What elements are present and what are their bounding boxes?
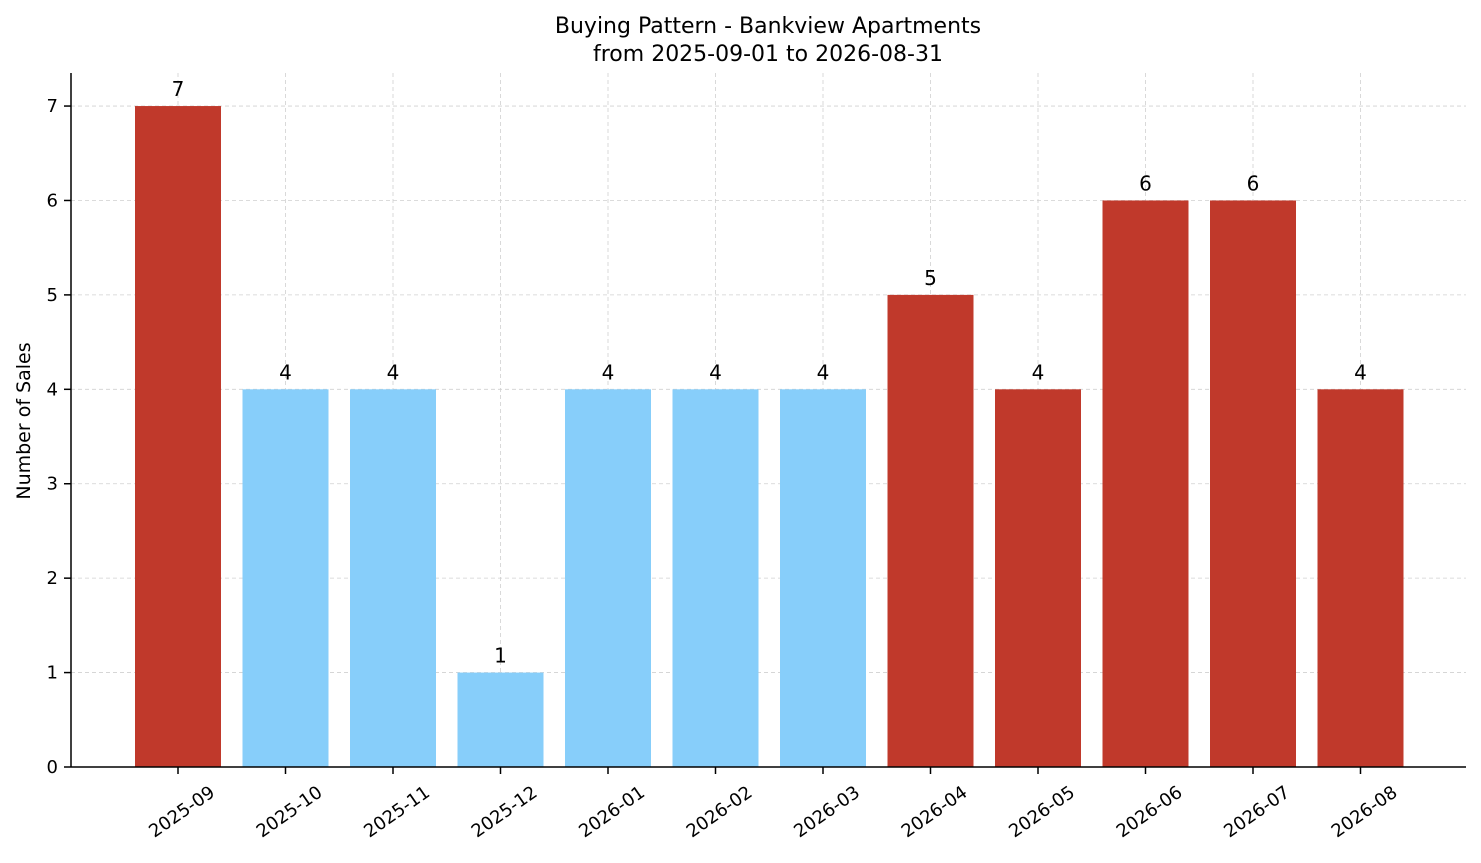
y-tick-label: 3 [47,474,58,495]
data-label-2026-03: 4 [817,360,830,384]
bar-2026-04 [887,294,974,767]
data-label-2026-01: 4 [602,360,615,384]
data-label-2026-02: 4 [709,360,722,384]
x-tick-label: 2026-03 [790,782,864,842]
bar-2025-12 [457,672,544,767]
x-tick-label: 2026-04 [898,782,972,842]
y-tick-label: 2 [47,568,58,589]
y-tick-label: 7 [47,96,58,117]
bar-2026-05 [995,389,1081,767]
x-tick-label: 2025-11 [360,782,434,842]
bar-2025-11 [350,389,436,767]
bar-2025-10 [242,389,329,767]
bar-2026-03 [780,389,866,767]
data-label-2025-09: 7 [172,77,185,101]
bar-2026-01 [565,389,651,767]
x-tick-label: 2026-06 [1113,782,1187,842]
x-tick-label: 2026-07 [1220,782,1294,842]
x-tick-label: 2025-10 [253,782,327,842]
bar-2026-02 [672,389,759,767]
bar-layer [135,106,1404,768]
y-tick-label: 4 [47,379,58,400]
bar-2026-08 [1317,389,1404,767]
data-label-2025-10: 4 [279,360,292,384]
data-label-2026-08: 4 [1354,360,1367,384]
x-tick-label: 2025-09 [145,782,219,842]
y-tick-label: 5 [47,285,58,306]
chart-title: Buying Pattern - Bankview Apartments [555,14,981,39]
data-label-2026-07: 6 [1247,171,1260,195]
y-tick-label: 6 [47,190,58,211]
y-axis-label: Number of Sales [13,342,35,499]
data-label-2026-05: 4 [1032,360,1045,384]
x-tick-label: 2025-12 [468,782,542,842]
data-label-2025-12: 1 [494,644,507,668]
bar-2026-07 [1210,200,1296,768]
data-label-2026-06: 6 [1139,171,1152,195]
x-tick-label: 2026-01 [575,782,649,842]
chart-subtitle: from 2025-09-01 to 2026-08-31 [593,42,943,67]
y-tick-label: 1 [47,663,58,684]
x-tick-label: 2026-02 [683,782,757,842]
x-tick-label: 2026-05 [1005,782,1079,842]
bar-2026-06 [1102,200,1189,768]
bar-2025-09 [135,106,221,768]
data-label-layer: 7 4 4 1 4 4 4 5 4 6 6 4 [172,77,1367,668]
data-label-2025-11: 4 [387,360,400,384]
x-tick-label: 2026-08 [1328,782,1402,842]
data-label-2026-04: 5 [924,266,937,290]
y-tick-label: 0 [47,757,58,778]
